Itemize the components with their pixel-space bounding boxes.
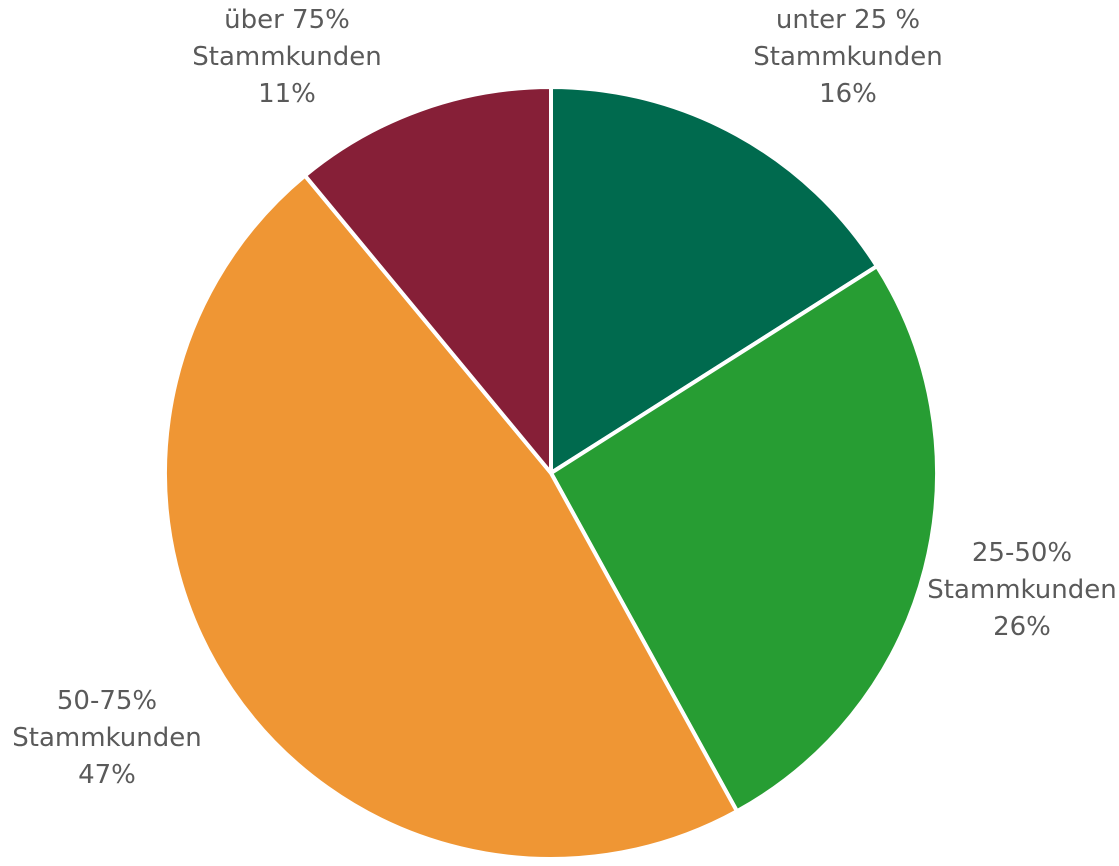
- pie-slice-label-1-line1: unter 25 %: [776, 5, 920, 35]
- pie-slice-label-4-line2: Stammkunden: [192, 42, 381, 72]
- pie-slice-label-3-line2: Stammkunden: [12, 723, 201, 753]
- pie-slice-label-3: 50-75% Stammkunden 47%: [12, 686, 201, 790]
- pie-slice-1: [549, 85, 879, 475]
- pie-slice-4: [302, 85, 553, 475]
- pie-slice-label-4: über 75% Stammkunden 11%: [192, 5, 381, 109]
- pie-slices: [162, 85, 939, 862]
- pie-slice-2: [549, 264, 939, 814]
- pie-slice-label-1-line3: 16%: [819, 79, 877, 109]
- pie-labels: unter 25 % Stammkunden 16% 25-50% Stammkunde…: [12, 5, 1116, 790]
- pie-slice-label-1: unter 25 % Stammkunden 16%: [753, 5, 942, 109]
- pie-slice-label-4-line1: über 75%: [224, 5, 350, 35]
- pie-slice-label-1-line2: Stammkunden: [753, 42, 942, 72]
- pie-slice-label-2-line3: 26%: [993, 612, 1051, 642]
- pie-slice-label-3-line1: 50-75%: [57, 686, 157, 716]
- pie-slice-label-2-line2: Stammkunden: [927, 575, 1116, 605]
- pie-slice-3: [162, 173, 739, 862]
- pie-slice-label-2-line1: 25-50%: [972, 538, 1072, 568]
- pie-slice-label-3-line3: 47%: [78, 760, 136, 790]
- pie-slice-label-2: 25-50% Stammkunden 26%: [927, 538, 1116, 642]
- pie-slice-label-4-line3: 11%: [258, 79, 316, 109]
